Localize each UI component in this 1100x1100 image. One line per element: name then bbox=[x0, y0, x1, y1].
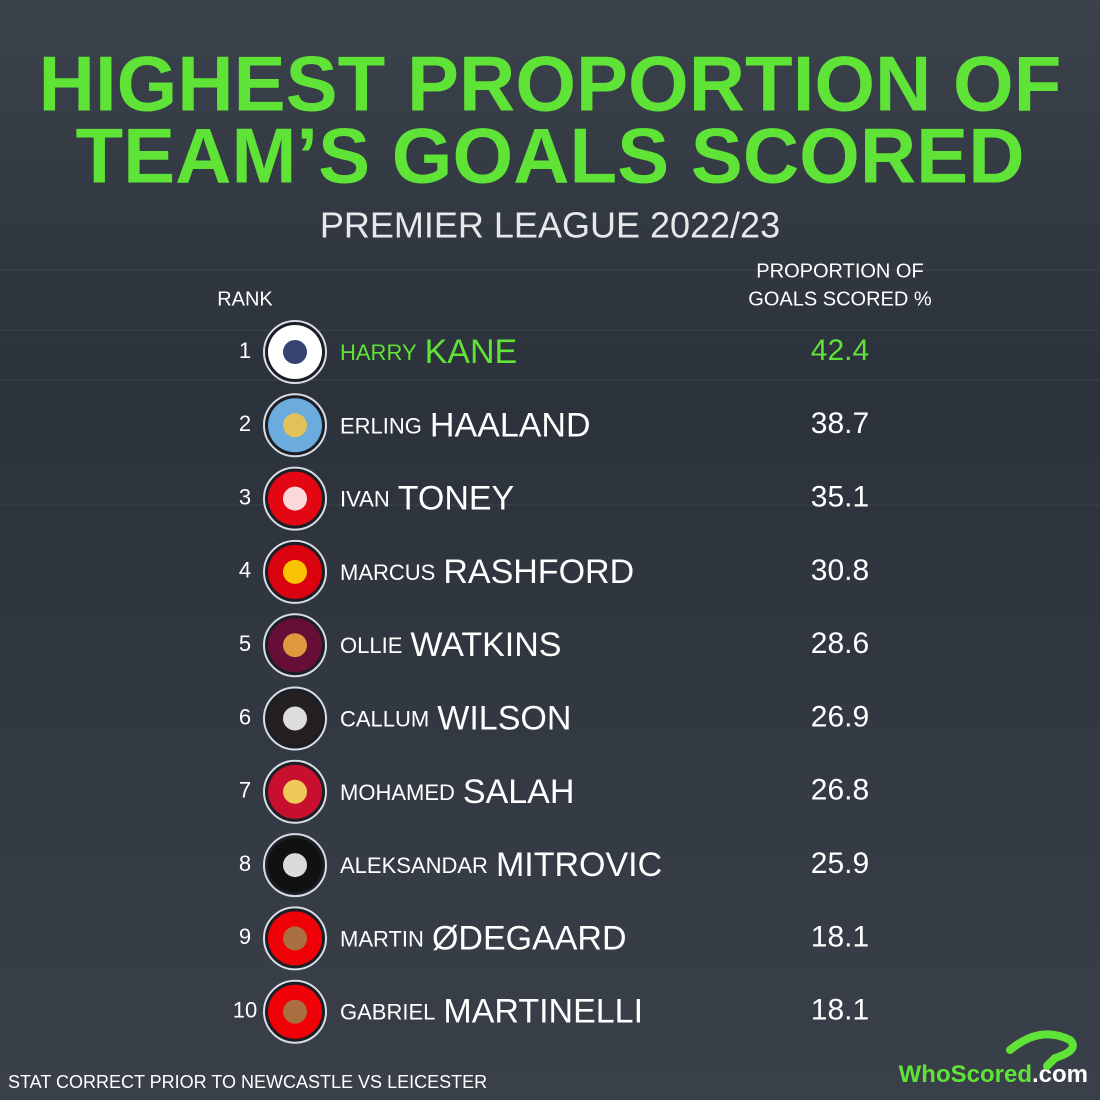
first-name: MARCUS bbox=[340, 560, 435, 585]
last-name: SALAH bbox=[463, 773, 575, 811]
value: 28.6 bbox=[811, 627, 869, 660]
first-name: CALLUM bbox=[340, 706, 429, 731]
first-name: ERLING bbox=[340, 413, 422, 438]
club-badge-emblem bbox=[283, 413, 307, 438]
logo-word: WhoScored bbox=[899, 1061, 1032, 1088]
stadium-lines bbox=[0, 269, 1100, 506]
rank: 2 bbox=[239, 411, 251, 436]
logo-suffix: .com bbox=[1032, 1061, 1088, 1088]
logo-mark bbox=[1006, 1030, 1077, 1070]
last-name: MARTINELLI bbox=[443, 993, 643, 1031]
rows: 1 HARRY KANE 42.4 2 ERLING HAALAND 38.7 3 IVAN TON… bbox=[233, 320, 869, 1044]
player-name: MARCUS RASHFORD bbox=[340, 553, 634, 591]
value: 25.9 bbox=[811, 847, 869, 880]
player-name: ERLING HAALAND bbox=[340, 406, 591, 444]
first-name: IVAN bbox=[340, 486, 390, 511]
player-name: CALLUM WILSON bbox=[340, 699, 571, 737]
title-line: TEAM’S GOALS SCORED bbox=[75, 112, 1024, 200]
column-header: PROPORTION OF bbox=[756, 260, 923, 282]
club-badge-emblem bbox=[283, 706, 307, 731]
rank: 9 bbox=[239, 924, 251, 949]
last-name: ØDEGAARD bbox=[432, 919, 627, 957]
club-badge-emblem bbox=[283, 926, 307, 951]
last-name: WATKINS bbox=[410, 626, 561, 664]
logo: WhoScored.com bbox=[899, 1061, 1088, 1088]
player-name: HARRY KANE bbox=[340, 333, 517, 371]
first-name: MARTIN bbox=[340, 926, 424, 951]
value: 42.4 bbox=[811, 334, 869, 367]
value: 26.9 bbox=[811, 700, 869, 733]
club-badge-emblem bbox=[283, 999, 307, 1024]
player-name: OLLIE WATKINS bbox=[340, 626, 561, 664]
player-name: IVAN TONEY bbox=[340, 480, 514, 518]
rank: 8 bbox=[239, 851, 251, 876]
value: 38.7 bbox=[811, 407, 869, 440]
first-name: OLLIE bbox=[340, 633, 402, 658]
rank: 6 bbox=[239, 704, 251, 729]
footer-note: STAT CORRECT PRIOR TO NEWCASTLE VS LEICE… bbox=[8, 1072, 487, 1092]
title-line: HIGHEST PROPORTION OF bbox=[39, 40, 1062, 128]
last-name: TONEY bbox=[398, 480, 515, 518]
club-badge-emblem bbox=[283, 853, 307, 878]
club-badge-emblem bbox=[283, 779, 307, 804]
first-name: MOHAMED bbox=[340, 780, 455, 805]
last-name: RASHFORD bbox=[443, 553, 634, 591]
last-name: KANE bbox=[425, 333, 518, 371]
column-header: GOALS SCORED % bbox=[748, 288, 932, 310]
player-name: MARTIN ØDEGAARD bbox=[340, 919, 627, 957]
last-name: MITROVIC bbox=[496, 846, 662, 884]
rank: 4 bbox=[239, 558, 251, 583]
club-badge-emblem bbox=[283, 559, 307, 584]
value: 35.1 bbox=[811, 481, 869, 514]
player-name: GABRIEL MARTINELLI bbox=[340, 993, 643, 1031]
club-badge-emblem bbox=[283, 633, 307, 658]
value: 30.8 bbox=[811, 554, 869, 587]
club-badge-emblem bbox=[283, 340, 307, 364]
subtitle: PREMIER LEAGUE 2022/23 bbox=[320, 205, 780, 246]
club-badge-emblem bbox=[283, 486, 307, 511]
value: 18.1 bbox=[811, 994, 869, 1027]
rank: 3 bbox=[239, 484, 251, 509]
rank: 1 bbox=[239, 338, 251, 363]
rank: 10 bbox=[233, 998, 257, 1023]
last-name: WILSON bbox=[437, 699, 571, 737]
column-header: RANK bbox=[217, 288, 273, 310]
last-name: HAALAND bbox=[430, 406, 591, 444]
first-name: HARRY bbox=[340, 340, 417, 365]
player-name: MOHAMED SALAH bbox=[340, 773, 574, 811]
value: 18.1 bbox=[811, 920, 869, 953]
rank: 5 bbox=[239, 631, 251, 656]
rank: 7 bbox=[239, 778, 251, 803]
player-name: ALEKSANDAR MITROVIC bbox=[340, 846, 662, 884]
value: 26.8 bbox=[811, 774, 869, 807]
first-name: GABRIEL bbox=[340, 1000, 435, 1025]
first-name: ALEKSANDAR bbox=[340, 853, 488, 878]
